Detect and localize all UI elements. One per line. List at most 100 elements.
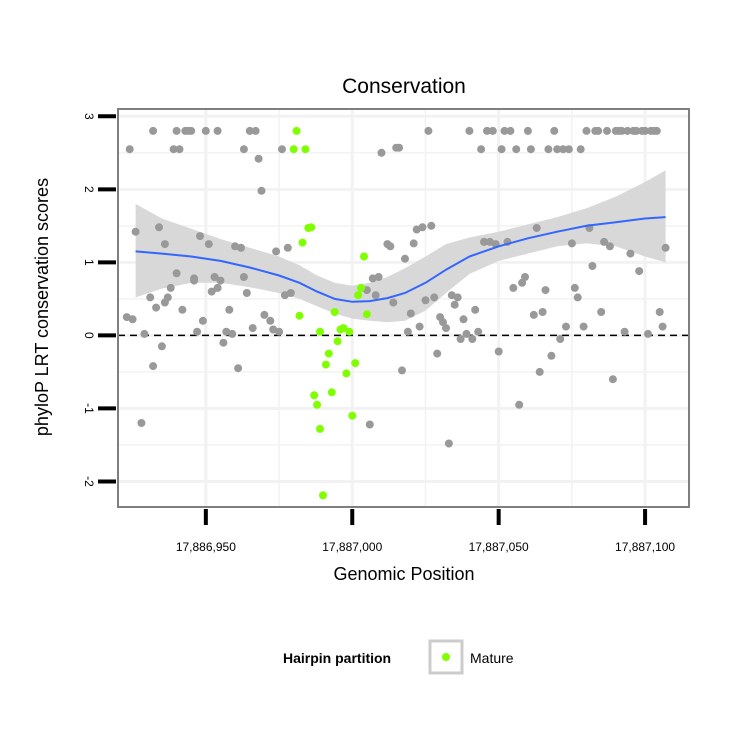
point-other [207,287,216,296]
point-other [562,322,570,331]
point-other [641,126,650,135]
point-other [532,224,541,232]
point-mature [327,388,336,397]
point-other [371,291,380,300]
point-other [480,237,488,246]
point-other [389,298,398,307]
point-mature [354,291,363,300]
point-other [401,254,409,263]
point-other [456,335,465,343]
point-other [237,243,245,252]
point-other [377,148,386,157]
point-other [163,293,172,302]
point-other [465,126,474,135]
point-other [175,145,184,154]
x-tick-label: 17,887,000 [322,540,382,554]
point-other [658,322,667,331]
point-other [216,276,225,285]
point-other [193,327,202,336]
point-mature [301,145,310,154]
point-other [248,324,257,333]
point-other [509,283,518,292]
point-mature [339,324,348,333]
point-mature [295,311,304,320]
point-other [652,126,661,135]
point-mature [345,327,354,336]
point-other [242,289,251,297]
point-other [462,329,471,338]
point-other [409,239,418,248]
point-other [169,145,178,154]
point-other [623,126,632,135]
y-tick-label: -2 [82,476,96,487]
point-other [213,126,222,135]
point-other [523,126,532,135]
point-other [506,126,515,135]
x-tick-label: 17,887,050 [469,540,529,554]
x-tick-label: 17,886,950 [176,540,236,554]
point-other [635,267,644,276]
point-other [450,300,459,309]
point-other [471,305,480,314]
point-other [605,242,614,251]
point-mature [316,327,324,336]
point-other [286,289,295,297]
point-mature [360,252,368,261]
point-mature [321,360,330,369]
point-other [155,223,163,232]
point-mature [292,126,301,135]
point-other [553,145,562,154]
point-other [544,145,553,154]
point-other [239,145,248,154]
point-mature [298,238,307,247]
point-other [453,293,462,302]
point-other [529,310,538,319]
point-other [430,293,439,302]
point-other [278,145,286,154]
point-other [468,335,477,343]
point-other [421,296,430,305]
x-axis-title: Genomic Position [333,564,474,584]
point-other [564,145,573,154]
point-other [172,269,181,278]
point-other [160,240,169,249]
point-other [149,362,158,371]
point-other [198,316,207,325]
point-mature [357,283,365,292]
point-other [152,303,161,312]
point-mature [319,491,327,500]
point-other [573,293,582,302]
point-other [576,145,585,154]
point-other [594,126,603,135]
y-tick-label: 2 [82,186,96,193]
smooth-line [135,216,666,303]
plot-border [117,108,690,508]
point-other [541,286,550,295]
point-other [190,274,199,283]
point-other [128,315,137,324]
point-other [403,327,412,336]
point-other [600,237,609,246]
point-other [538,308,547,316]
point-other [210,273,219,281]
legend-title: Hairpin partition [283,650,391,666]
point-other [245,126,254,135]
point-other [234,364,243,373]
plot-area [98,108,690,525]
point-other [131,227,140,236]
point-mature [289,145,298,154]
point-other [201,126,210,135]
point-other [146,293,155,302]
point-other [272,247,281,256]
point-other [439,318,447,327]
point-other [603,126,611,135]
point-other [149,126,158,135]
point-mature [316,424,324,433]
point-other [225,305,234,314]
point-other [459,315,468,324]
point-other [415,322,424,331]
point-other [442,324,450,333]
point-other [228,329,237,338]
point-other [275,327,284,336]
point-other [617,126,626,135]
